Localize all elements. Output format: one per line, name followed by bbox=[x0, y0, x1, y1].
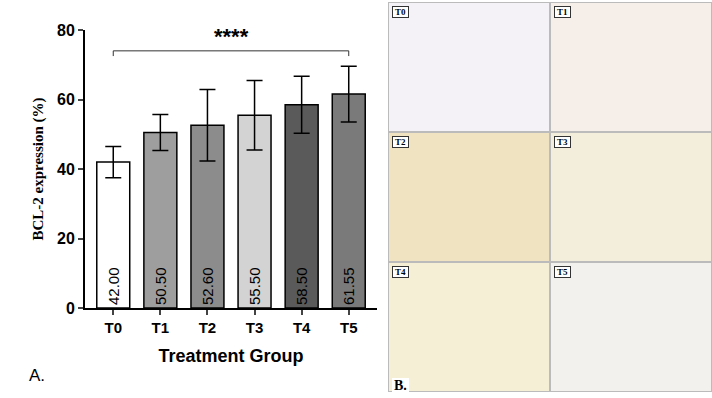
svg-text:42.00: 42.00 bbox=[105, 267, 122, 305]
svg-text:50.50: 50.50 bbox=[152, 267, 169, 305]
html-text:T1: T1 bbox=[557, 7, 568, 17]
svg-text:55.50: 55.50 bbox=[246, 267, 263, 305]
html-text:T2: T2 bbox=[395, 137, 406, 147]
svg-text:****: **** bbox=[214, 24, 249, 49]
svg-text:40: 40 bbox=[57, 161, 75, 178]
svg-text:T1: T1 bbox=[152, 319, 170, 336]
svg-text:T2: T2 bbox=[199, 319, 217, 336]
svg-text:T5: T5 bbox=[340, 319, 358, 336]
svg-text:T4: T4 bbox=[293, 319, 311, 336]
svg-text:Treatment Group: Treatment Group bbox=[158, 346, 303, 366]
svg-text:T3: T3 bbox=[246, 319, 264, 336]
svg-text:52.60: 52.60 bbox=[199, 267, 216, 305]
html-text:T3: T3 bbox=[557, 137, 568, 147]
svg-text:A.: A. bbox=[29, 366, 45, 385]
svg-text:0: 0 bbox=[66, 300, 75, 317]
svg-text:BCL-2 expression (%): BCL-2 expression (%) bbox=[30, 97, 47, 240]
svg-text:T0: T0 bbox=[105, 319, 123, 336]
html-text:B.: B. bbox=[394, 378, 407, 393]
html-text:T4: T4 bbox=[395, 267, 406, 277]
html-text:T0: T0 bbox=[395, 7, 406, 17]
html-text:T5: T5 bbox=[557, 267, 568, 277]
svg-text:58.50: 58.50 bbox=[293, 267, 310, 305]
svg-text:20: 20 bbox=[57, 230, 75, 247]
svg-text:80: 80 bbox=[57, 22, 75, 39]
svg-text:61.55: 61.55 bbox=[340, 267, 357, 305]
svg-text:60: 60 bbox=[57, 91, 75, 108]
